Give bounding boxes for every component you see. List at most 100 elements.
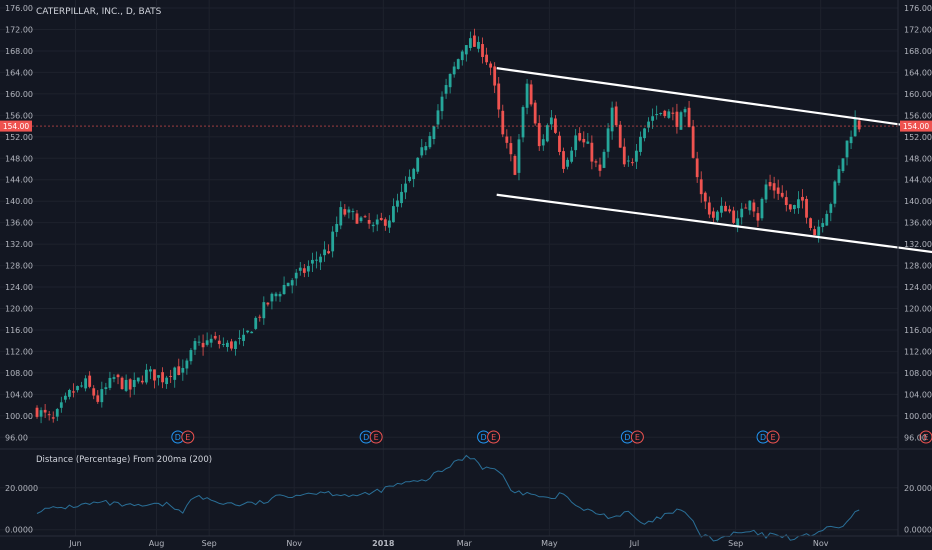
earnings-event-icon[interactable]: E	[630, 430, 644, 444]
candle-body	[400, 191, 403, 204]
candle-body	[59, 402, 63, 408]
candle-body	[845, 140, 849, 158]
time-tick-label: Sep	[728, 539, 743, 548]
candle-body	[262, 302, 266, 319]
candle-body	[282, 284, 286, 295]
candle-body	[545, 125, 549, 142]
candle-body	[744, 207, 748, 209]
last-price-text-right: 154.00	[903, 122, 929, 131]
candle-body	[549, 117, 553, 125]
price-tick-label-left: 176.00	[5, 4, 33, 13]
candle-body	[764, 184, 768, 200]
candle-body	[55, 409, 59, 417]
price-tick-label-left: 148.00	[5, 154, 33, 163]
event-label: E	[771, 433, 776, 442]
time-tick-label: May	[541, 539, 558, 548]
candle-body	[554, 118, 557, 133]
candle-body	[711, 211, 715, 218]
last-price-tag-left	[0, 120, 32, 132]
candle-body	[311, 259, 314, 264]
candle-body	[537, 123, 541, 147]
candle-body	[428, 136, 432, 148]
candle-body	[47, 414, 51, 416]
candle-body	[116, 374, 120, 378]
time-tick-label: Jun	[68, 539, 82, 548]
last-price-tag-right	[900, 120, 932, 132]
candle-body	[185, 360, 189, 369]
price-tick-label-left: 104.00	[5, 390, 33, 399]
time-tick-label: Nov	[286, 539, 302, 548]
candle-body	[112, 377, 116, 379]
earnings-event-icon[interactable]: E	[369, 430, 383, 444]
price-tick-label-right: 128.00	[904, 262, 932, 271]
candle-body	[217, 340, 221, 345]
candle-body	[169, 375, 173, 377]
candle-body	[51, 417, 55, 419]
candle-body	[772, 183, 776, 191]
candle-body	[448, 73, 452, 88]
candle-body	[136, 377, 140, 382]
candle-body	[213, 335, 217, 339]
candle-body	[541, 139, 545, 146]
price-tick-label-right: 96.00	[904, 433, 927, 442]
candle-body	[343, 209, 347, 215]
candle-body	[505, 136, 509, 143]
candle-body	[635, 150, 638, 162]
candle-body	[189, 350, 193, 362]
candle-body	[209, 338, 213, 343]
candle-body	[408, 176, 412, 182]
price-tick-label-right: 124.00	[904, 283, 932, 292]
earnings-event-icon[interactable]: E	[487, 430, 501, 444]
candle-body	[460, 51, 464, 61]
candle-body	[43, 409, 47, 413]
candle-body	[396, 200, 399, 207]
candle-body	[323, 249, 326, 256]
candle-body	[687, 107, 691, 128]
candle-body	[468, 38, 472, 48]
event-label: E	[185, 433, 190, 442]
candle-body	[68, 390, 71, 397]
candle-body	[788, 204, 792, 210]
price-tick-label-right: 132.00	[904, 240, 932, 249]
candle-body	[671, 112, 675, 114]
candle-body	[327, 251, 331, 254]
candle-body	[298, 267, 302, 271]
candle-body	[756, 213, 760, 221]
earnings-event-icon[interactable]: E	[181, 430, 195, 444]
candle-body	[509, 143, 513, 155]
candle-body	[716, 211, 719, 221]
candle-body	[363, 216, 367, 218]
event-label: D	[624, 433, 630, 442]
candle-body	[201, 342, 205, 348]
time-tick-label: 2018	[372, 539, 395, 548]
osc-tick-label-right: 0.0000	[904, 526, 932, 535]
price-tick-label-right: 100.00	[904, 412, 932, 421]
time-tick-label: Mar	[457, 539, 473, 548]
candle-body	[351, 211, 355, 213]
candle-body	[659, 113, 663, 115]
candle-body	[128, 379, 132, 390]
event-label: D	[363, 433, 369, 442]
event-circle	[181, 430, 195, 444]
candle-body	[679, 112, 683, 130]
candle-body	[801, 196, 804, 201]
candle-body	[643, 128, 646, 139]
earnings-event-icon[interactable]: E	[766, 430, 780, 444]
candle-body	[234, 341, 237, 350]
candle-body	[562, 151, 565, 169]
candle-body	[108, 377, 112, 388]
osc-line	[36, 454, 860, 542]
candle-body	[306, 266, 310, 272]
candle-body	[266, 302, 270, 305]
candle-body	[412, 168, 416, 180]
candle-body	[124, 379, 128, 391]
earnings-event-icon[interactable]: E	[919, 430, 932, 444]
candle-body	[606, 128, 610, 152]
candle-body	[258, 316, 262, 318]
candle-body	[614, 106, 618, 126]
candle-body	[667, 111, 671, 118]
candle-body	[347, 209, 351, 213]
candle-body	[84, 378, 88, 389]
candle-body	[436, 110, 440, 125]
price-tick-label-right: 112.00	[904, 347, 932, 356]
